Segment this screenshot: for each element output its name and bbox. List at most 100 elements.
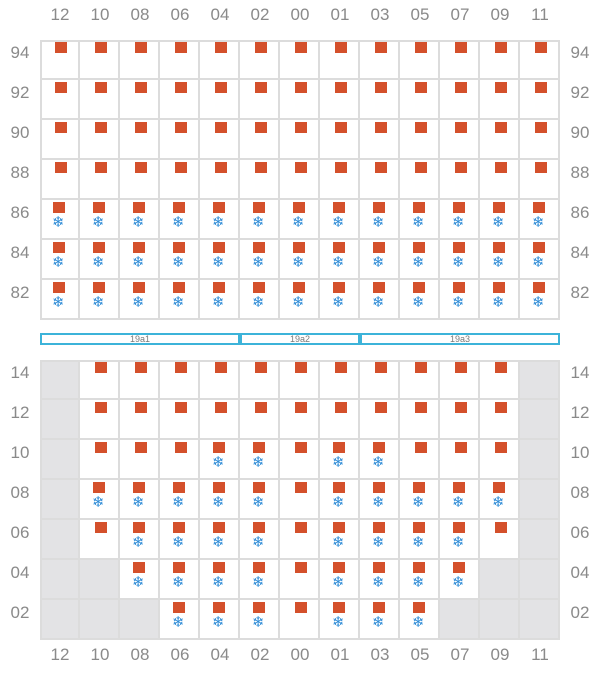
upper-slot-92-06[interactable] [160,80,200,120]
lower-slot-02-00[interactable] [280,600,320,640]
upper-slot-82-04[interactable]: ❄ [200,280,240,320]
upper-slot-84-09[interactable]: ❄ [480,240,520,280]
upper-slot-92-10[interactable] [80,80,120,120]
upper-slot-92-12[interactable] [40,80,80,120]
upper-slot-90-02[interactable] [240,120,280,160]
upper-slot-94-11[interactable] [520,40,560,80]
lower-slot-04-03[interactable]: ❄ [360,560,400,600]
lower-slot-10-02[interactable]: ❄ [240,440,280,480]
upper-slot-88-04[interactable] [200,160,240,200]
upper-slot-94-08[interactable] [120,40,160,80]
upper-slot-88-12[interactable] [40,160,80,200]
lower-slot-02-03[interactable]: ❄ [360,600,400,640]
upper-slot-82-12[interactable]: ❄ [40,280,80,320]
upper-slot-92-01[interactable] [320,80,360,120]
lower-slot-08-08[interactable]: ❄ [120,480,160,520]
lower-slot-04-04[interactable]: ❄ [200,560,240,600]
upper-slot-84-10[interactable]: ❄ [80,240,120,280]
lower-slot-04-06[interactable]: ❄ [160,560,200,600]
upper-slot-88-03[interactable] [360,160,400,200]
upper-slot-90-05[interactable] [400,120,440,160]
lower-slot-08-05[interactable]: ❄ [400,480,440,520]
upper-slot-88-00[interactable] [280,160,320,200]
lower-slot-14-09[interactable] [480,360,520,400]
upper-slot-90-00[interactable] [280,120,320,160]
upper-slot-94-09[interactable] [480,40,520,80]
lower-slot-08-10[interactable]: ❄ [80,480,120,520]
lower-slot-12-08[interactable] [120,400,160,440]
upper-slot-86-12[interactable]: ❄ [40,200,80,240]
upper-slot-84-00[interactable]: ❄ [280,240,320,280]
lower-slot-04-00[interactable] [280,560,320,600]
lower-slot-08-09[interactable]: ❄ [480,480,520,520]
upper-slot-88-08[interactable] [120,160,160,200]
upper-slot-84-08[interactable]: ❄ [120,240,160,280]
upper-slot-92-00[interactable] [280,80,320,120]
upper-slot-84-07[interactable]: ❄ [440,240,480,280]
upper-slot-90-12[interactable] [40,120,80,160]
lower-slot-12-07[interactable] [440,400,480,440]
lower-slot-10-05[interactable] [400,440,440,480]
lower-slot-06-08[interactable]: ❄ [120,520,160,560]
lower-slot-12-03[interactable] [360,400,400,440]
upper-slot-88-05[interactable] [400,160,440,200]
upper-slot-82-02[interactable]: ❄ [240,280,280,320]
lower-slot-10-10[interactable] [80,440,120,480]
lower-slot-10-08[interactable] [120,440,160,480]
upper-slot-92-07[interactable] [440,80,480,120]
lower-slot-06-09[interactable] [480,520,520,560]
upper-slot-94-00[interactable] [280,40,320,80]
lower-slot-06-00[interactable] [280,520,320,560]
lower-slot-06-10[interactable] [80,520,120,560]
lower-slot-04-01[interactable]: ❄ [320,560,360,600]
upper-slot-86-10[interactable]: ❄ [80,200,120,240]
lower-slot-12-06[interactable] [160,400,200,440]
upper-slot-84-01[interactable]: ❄ [320,240,360,280]
lower-slot-04-05[interactable]: ❄ [400,560,440,600]
upper-slot-90-09[interactable] [480,120,520,160]
upper-slot-86-00[interactable]: ❄ [280,200,320,240]
lower-slot-14-01[interactable] [320,360,360,400]
upper-slot-90-03[interactable] [360,120,400,160]
upper-slot-84-12[interactable]: ❄ [40,240,80,280]
upper-slot-92-05[interactable] [400,80,440,120]
upper-slot-90-08[interactable] [120,120,160,160]
lower-slot-12-04[interactable] [200,400,240,440]
upper-slot-82-05[interactable]: ❄ [400,280,440,320]
upper-slot-94-03[interactable] [360,40,400,80]
lower-slot-12-09[interactable] [480,400,520,440]
lower-slot-06-01[interactable]: ❄ [320,520,360,560]
lower-slot-02-06[interactable]: ❄ [160,600,200,640]
upper-slot-92-04[interactable] [200,80,240,120]
upper-slot-84-06[interactable]: ❄ [160,240,200,280]
upper-slot-90-04[interactable] [200,120,240,160]
upper-slot-94-06[interactable] [160,40,200,80]
upper-slot-90-07[interactable] [440,120,480,160]
upper-slot-92-03[interactable] [360,80,400,120]
upper-slot-90-01[interactable] [320,120,360,160]
lower-slot-10-06[interactable] [160,440,200,480]
lower-slot-14-10[interactable] [80,360,120,400]
upper-slot-86-09[interactable]: ❄ [480,200,520,240]
upper-slot-82-08[interactable]: ❄ [120,280,160,320]
upper-slot-92-08[interactable] [120,80,160,120]
upper-slot-82-01[interactable]: ❄ [320,280,360,320]
upper-slot-82-10[interactable]: ❄ [80,280,120,320]
upper-slot-86-06[interactable]: ❄ [160,200,200,240]
lower-slot-02-04[interactable]: ❄ [200,600,240,640]
lower-slot-14-00[interactable] [280,360,320,400]
upper-slot-94-04[interactable] [200,40,240,80]
upper-slot-88-06[interactable] [160,160,200,200]
lower-slot-04-08[interactable]: ❄ [120,560,160,600]
lower-slot-08-04[interactable]: ❄ [200,480,240,520]
upper-slot-94-05[interactable] [400,40,440,80]
lower-slot-10-00[interactable] [280,440,320,480]
lower-slot-14-05[interactable] [400,360,440,400]
lower-slot-02-01[interactable]: ❄ [320,600,360,640]
upper-slot-90-06[interactable] [160,120,200,160]
lower-slot-12-05[interactable] [400,400,440,440]
upper-slot-92-11[interactable] [520,80,560,120]
lower-slot-14-08[interactable] [120,360,160,400]
upper-slot-86-07[interactable]: ❄ [440,200,480,240]
lower-slot-14-02[interactable] [240,360,280,400]
